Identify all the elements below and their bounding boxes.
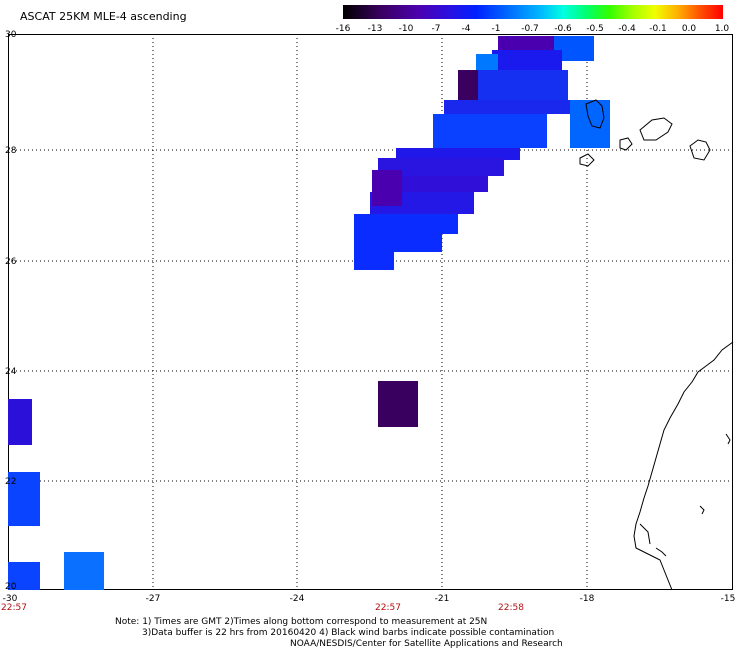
colorbar-label: -13 xyxy=(367,24,383,34)
colorbar-label: -0.7 xyxy=(521,24,539,34)
colorbar-label: -0.1 xyxy=(649,24,667,34)
x-tick-label: -27 xyxy=(145,594,161,604)
x-tick-label: -21 xyxy=(434,594,450,604)
y-tick-label: 30 xyxy=(5,30,17,40)
colorbar-label: -1 xyxy=(491,24,501,34)
colorbar-label: -7 xyxy=(431,24,441,34)
island-outlines xyxy=(579,99,711,167)
y-tick-label: 22 xyxy=(5,477,16,487)
x-tick-label: -18 xyxy=(579,594,595,604)
colorbar-label: -0.5 xyxy=(586,24,604,34)
colorbar-label: 0.0 xyxy=(681,24,697,34)
time-label: 22:58 xyxy=(498,603,524,613)
y-tick-label: 28 xyxy=(5,146,17,156)
x-tick-label: -15 xyxy=(720,594,736,604)
colorbar xyxy=(343,5,723,19)
grid-lines xyxy=(8,34,733,590)
map-title: ASCAT 25KM MLE-4 ascending xyxy=(20,10,187,23)
map-frame xyxy=(8,34,733,590)
colorbar-label: -0.4 xyxy=(618,24,636,34)
time-label: 22:57 xyxy=(375,603,401,613)
colorbar-label: 1.0 xyxy=(714,24,730,34)
wind-swath-cells xyxy=(8,36,610,590)
coast-detail xyxy=(699,433,731,515)
y-tick-label: 20 xyxy=(5,582,17,592)
colorbar-labels: -16 -13 -10 -7 -4 -1 -0.7 -0.6 -0.5 -0.4… xyxy=(333,24,733,36)
colorbar-label: -10 xyxy=(398,24,414,34)
y-tick-label: 26 xyxy=(5,257,17,267)
x-tick-label: -24 xyxy=(289,594,305,604)
africa-coastline xyxy=(633,341,734,591)
time-label: 22:57 xyxy=(1,603,27,613)
note-line-2: 3)Data buffer is 22 hrs from 20160420 4)… xyxy=(142,628,555,638)
x-tick-label: -30 xyxy=(2,594,18,604)
note-line-1: Note: 1) Times are GMT 2)Times along bot… xyxy=(115,617,488,627)
colorbar-label: -16 xyxy=(335,24,351,34)
colorbar-label: -4 xyxy=(461,24,471,34)
credit-line: NOAA/NESDIS/Center for Satellite Applica… xyxy=(290,639,563,649)
colorbar-label: -0.6 xyxy=(554,24,572,34)
y-tick-label: 24 xyxy=(5,367,17,377)
